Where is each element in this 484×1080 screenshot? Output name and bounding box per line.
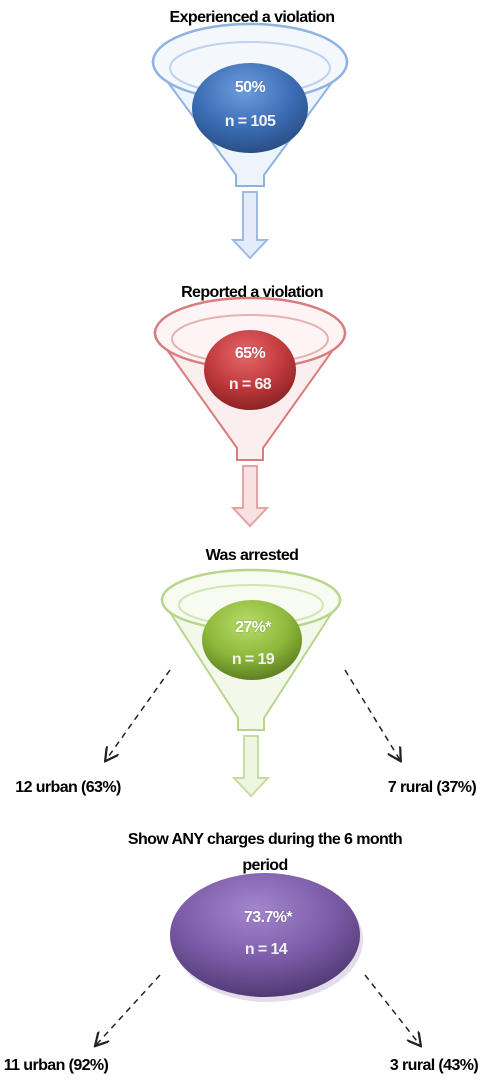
stage-percent: 73.7%*	[244, 909, 292, 927]
stage-percent: 27%*	[235, 619, 271, 637]
stage-count: n = 19	[232, 651, 274, 669]
ellipse-purple	[96, 873, 420, 1045]
stage-count: n = 105	[225, 113, 276, 131]
branch-label: 7 rural (37%)	[388, 779, 476, 797]
funnel-blue	[153, 24, 347, 258]
stage-count: n = 68	[229, 376, 271, 394]
stage-count: n = 14	[245, 941, 287, 959]
branch-label: 3 rural (43%)	[390, 1057, 478, 1075]
stage-percent: 50%	[235, 79, 265, 97]
funnel-red	[155, 298, 345, 526]
stage-title: Show ANY charges during the 6 month peri…	[120, 827, 410, 879]
branch-label: 12 urban (63%)	[15, 779, 120, 797]
infographic: Experienced a violation 50% n = 105 Repo…	[0, 0, 484, 1080]
branch-label: 11 urban (92%)	[4, 1057, 109, 1075]
stage-title: Experienced a violation	[170, 9, 335, 27]
stage-percent: 65%	[235, 345, 265, 363]
funnel-graphics	[0, 0, 484, 1080]
stage-title: Was arrested	[206, 547, 299, 565]
stage-title: Reported a violation	[181, 284, 323, 302]
funnel-green	[106, 570, 400, 796]
